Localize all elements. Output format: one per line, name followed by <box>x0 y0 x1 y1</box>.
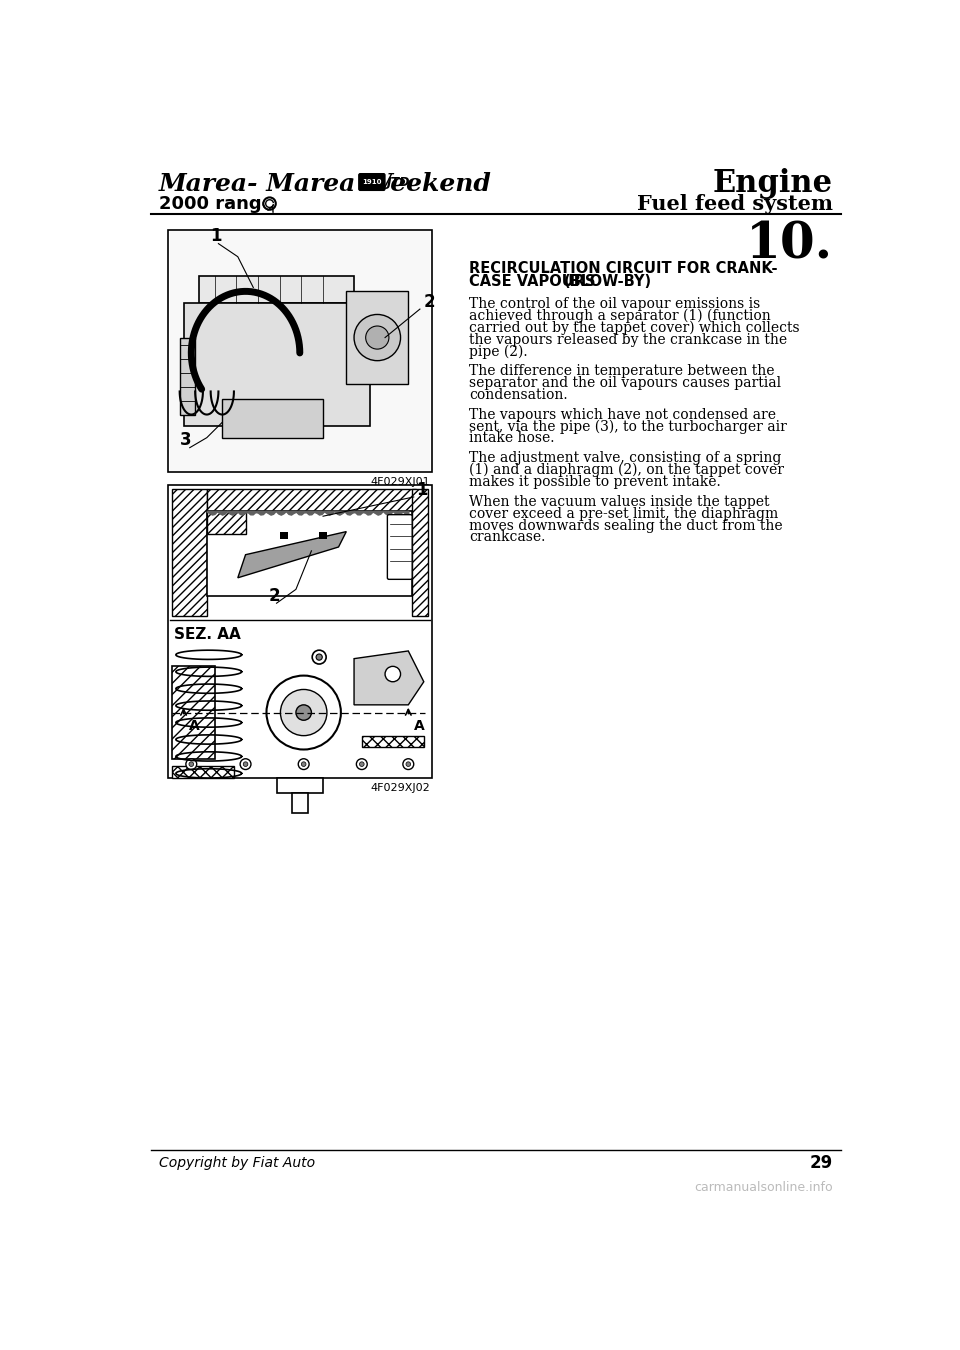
Bar <box>168 486 432 778</box>
Text: sent, via the pipe (3), to the turbocharger air: sent, via the pipe (3), to the turbochar… <box>468 420 786 433</box>
Circle shape <box>316 653 323 660</box>
Bar <box>206 489 416 510</box>
Circle shape <box>240 759 251 769</box>
Bar <box>172 489 206 617</box>
Circle shape <box>312 651 326 664</box>
Text: intake hose.: intake hose. <box>468 432 554 446</box>
Circle shape <box>280 690 327 736</box>
Circle shape <box>354 315 400 360</box>
Bar <box>199 275 354 302</box>
Text: Copyright by Fiat Auto: Copyright by Fiat Auto <box>158 1156 315 1170</box>
Text: 1: 1 <box>210 227 222 246</box>
Bar <box>362 736 423 747</box>
Text: carried out by the tappet cover) which collects: carried out by the tappet cover) which c… <box>468 320 800 335</box>
Text: 3: 3 <box>180 432 191 450</box>
Text: 1910: 1910 <box>362 180 382 185</box>
Text: makes it possible to prevent intake.: makes it possible to prevent intake. <box>468 475 721 489</box>
Text: Engine: Engine <box>713 167 833 198</box>
Text: 4F029XJ02: 4F029XJ02 <box>371 783 430 792</box>
Text: cover exceed a pre-set limit, the diaphragm: cover exceed a pre-set limit, the diaphr… <box>468 506 778 521</box>
Text: Marea- Marea Weekend: Marea- Marea Weekend <box>158 171 492 196</box>
Text: 1: 1 <box>416 481 427 498</box>
Polygon shape <box>354 651 423 705</box>
Text: (1) and a diaphragm (2), on the tappet cover: (1) and a diaphragm (2), on the tappet c… <box>468 463 783 478</box>
Bar <box>172 667 214 759</box>
Text: condensation.: condensation. <box>468 387 567 402</box>
Text: the vapours released by the crankcase in the: the vapours released by the crankcase in… <box>468 332 787 347</box>
Circle shape <box>406 761 411 767</box>
Text: 2: 2 <box>423 293 436 310</box>
Text: JTD: JTD <box>386 176 409 189</box>
Circle shape <box>403 759 414 769</box>
Text: crankcase.: crankcase. <box>468 531 545 544</box>
Text: 2: 2 <box>269 587 280 605</box>
Circle shape <box>366 325 389 350</box>
Text: pipe (2).: pipe (2). <box>468 344 527 359</box>
Bar <box>180 338 195 414</box>
Text: 4F029XJ01: 4F029XJ01 <box>371 478 430 487</box>
Bar <box>170 231 430 471</box>
FancyBboxPatch shape <box>388 514 412 579</box>
Circle shape <box>243 761 248 767</box>
Text: A: A <box>414 720 424 733</box>
Text: achieved through a separator (1) (function: achieved through a separator (1) (functi… <box>468 309 771 323</box>
Circle shape <box>263 197 276 209</box>
Text: The control of the oil vapour emissions is: The control of the oil vapour emissions … <box>468 297 760 310</box>
Text: (BLOW-BY): (BLOW-BY) <box>564 274 652 289</box>
Text: 10.: 10. <box>746 220 833 270</box>
Text: RECIRCULATION CIRCUIT FOR CRANK-: RECIRCULATION CIRCUIT FOR CRANK- <box>468 261 778 275</box>
Text: moves downwards sealing the duct from the: moves downwards sealing the duct from th… <box>468 518 782 532</box>
Bar <box>280 532 288 539</box>
Bar <box>206 510 412 595</box>
Bar <box>319 532 327 539</box>
Text: A: A <box>189 720 200 733</box>
Circle shape <box>356 759 368 769</box>
Circle shape <box>299 759 309 769</box>
Circle shape <box>296 705 311 721</box>
Text: The vapours which have not condensed are: The vapours which have not condensed are <box>468 408 776 421</box>
Bar <box>168 230 432 472</box>
Text: carmanualsonline.info: carmanualsonline.info <box>694 1181 833 1195</box>
Text: 2000 range: 2000 range <box>158 194 274 212</box>
Bar <box>206 510 246 533</box>
Text: SEZ. AA: SEZ. AA <box>175 626 241 641</box>
Bar <box>412 489 427 617</box>
Bar <box>292 794 307 813</box>
Bar <box>172 767 234 778</box>
Text: CASE VAPOURS: CASE VAPOURS <box>468 274 600 289</box>
Circle shape <box>359 761 364 767</box>
Text: When the vacuum values inside the tappet: When the vacuum values inside the tappet <box>468 494 769 509</box>
Circle shape <box>301 761 306 767</box>
Bar <box>183 302 370 427</box>
Polygon shape <box>238 532 347 578</box>
FancyBboxPatch shape <box>359 174 385 190</box>
Bar <box>276 778 324 794</box>
Circle shape <box>385 667 400 682</box>
Text: The adjustment valve, consisting of a spring: The adjustment valve, consisting of a sp… <box>468 451 781 466</box>
Text: The difference in temperature between the: The difference in temperature between th… <box>468 364 775 378</box>
Text: separator and the oil vapours causes partial: separator and the oil vapours causes par… <box>468 377 780 390</box>
Bar <box>223 400 324 437</box>
Text: Fuel feed system: Fuel feed system <box>637 193 833 213</box>
Text: 29: 29 <box>809 1154 833 1172</box>
Circle shape <box>189 761 194 767</box>
Circle shape <box>186 759 197 769</box>
Bar <box>347 292 408 383</box>
Circle shape <box>267 675 341 749</box>
